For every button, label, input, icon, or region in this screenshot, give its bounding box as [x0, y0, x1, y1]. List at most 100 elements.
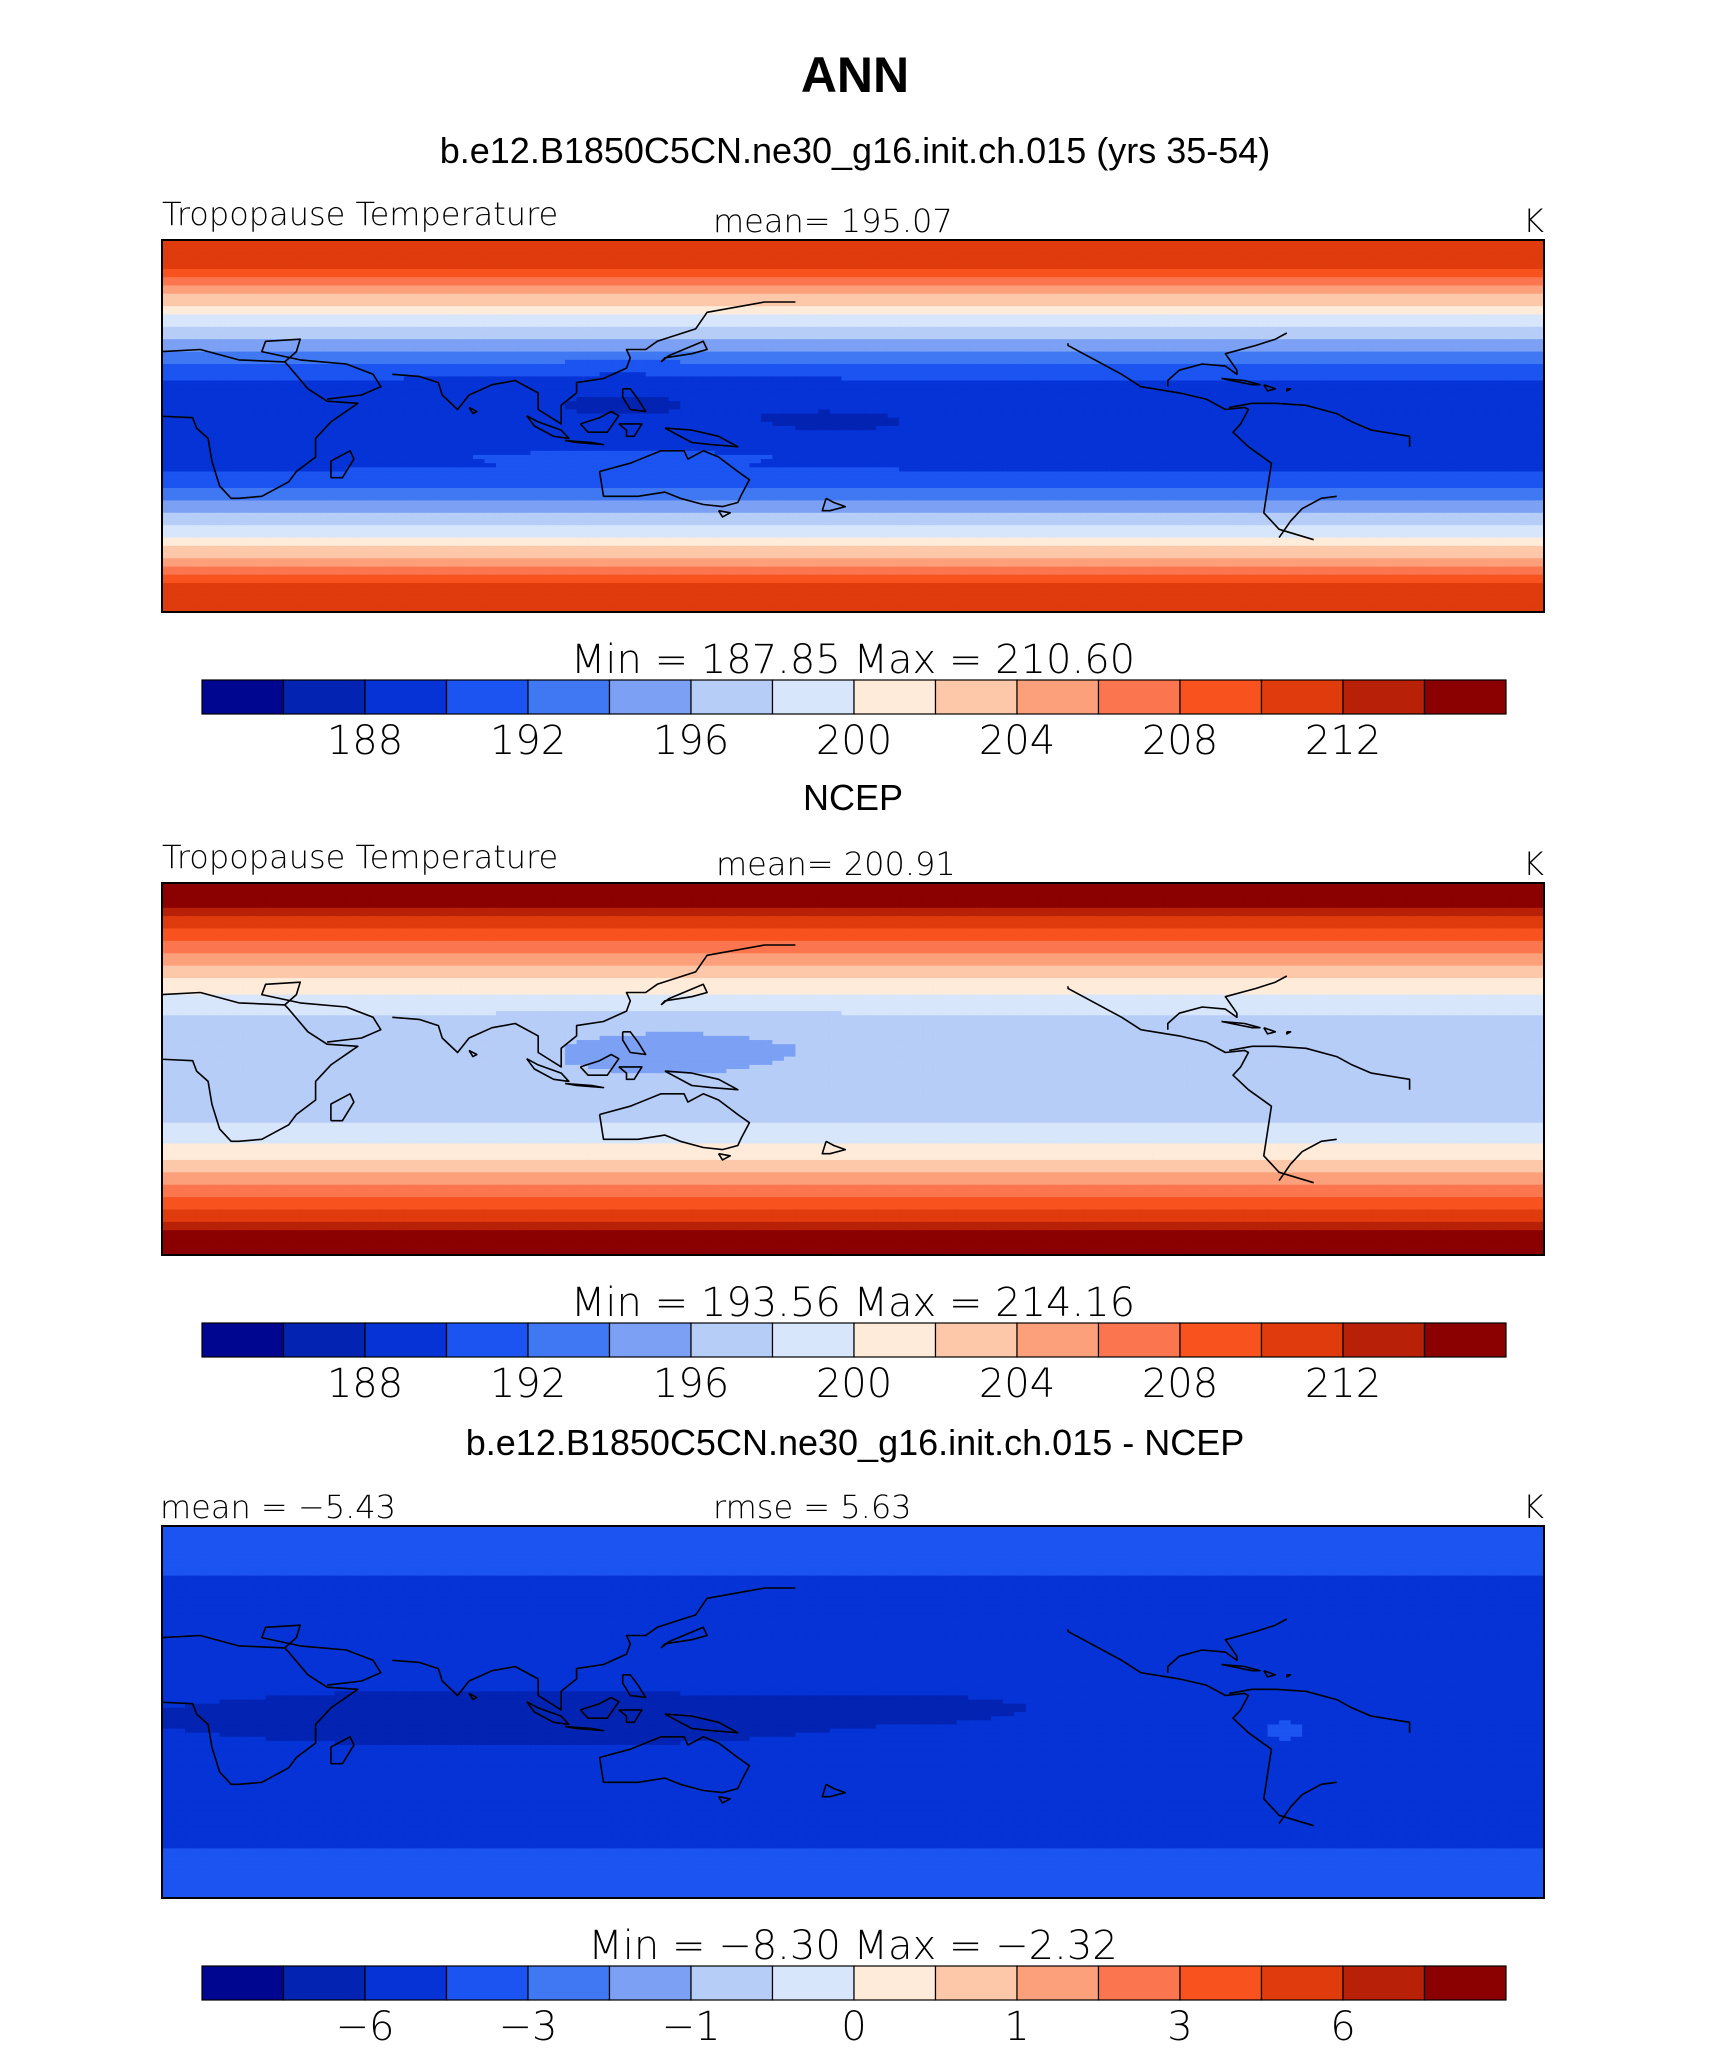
- field-cell: [657, 397, 670, 402]
- field-cell: [403, 335, 416, 340]
- field-cell: [357, 364, 370, 369]
- field-cell: [1106, 372, 1119, 377]
- field-cell: [380, 252, 393, 258]
- field-cell: [495, 256, 509, 262]
- field-cell: [1106, 268, 1119, 274]
- field-cell: [968, 384, 981, 390]
- field-cell: [1221, 293, 1234, 299]
- field-cell: [1336, 397, 1349, 402]
- field-cell: [231, 347, 244, 353]
- field-cell: [173, 318, 186, 324]
- field-cell: [484, 248, 497, 253]
- field-cell: [703, 293, 716, 299]
- field-cell: [369, 289, 382, 295]
- field-cell: [277, 343, 290, 349]
- field-cell: [945, 355, 958, 361]
- field-cell: [576, 330, 589, 336]
- field-cell: [634, 339, 647, 344]
- field-cell: [542, 260, 555, 266]
- field-cell: [1140, 380, 1154, 386]
- field-cell: [1186, 277, 1200, 282]
- field-cell: [530, 281, 543, 287]
- field-cell: [703, 281, 716, 287]
- field-cell: [1290, 289, 1303, 295]
- field-cell: [1083, 351, 1096, 357]
- field-cell: [899, 268, 912, 274]
- field-cell: [680, 252, 693, 258]
- field-cell: [818, 339, 831, 344]
- field-cell: [472, 314, 486, 320]
- field-cell: [714, 252, 727, 258]
- field-cell: [369, 372, 382, 377]
- field-cell: [726, 339, 739, 344]
- field-cell: [599, 277, 612, 282]
- field-cell: [1175, 273, 1188, 278]
- field-cell: [1071, 351, 1084, 357]
- field-cell: [1440, 268, 1453, 274]
- field-cell: [231, 281, 244, 287]
- field-cell: [657, 364, 670, 369]
- field-cell: [714, 264, 727, 270]
- field-cell: [737, 359, 750, 365]
- field-cell: [265, 318, 278, 324]
- field-cell: [703, 240, 716, 245]
- field-cell: [1348, 405, 1361, 411]
- field-cell: [185, 273, 198, 278]
- field-cell: [1037, 359, 1050, 365]
- field-cell: [1256, 339, 1269, 344]
- field-cell: [576, 380, 589, 386]
- field-cell: [1198, 380, 1211, 386]
- field-cell: [426, 260, 439, 266]
- field-cell: [507, 252, 520, 258]
- field-cell: [415, 326, 428, 332]
- field-cell: [864, 322, 877, 328]
- field-cell: [726, 347, 739, 353]
- field-cell: [714, 260, 727, 266]
- field-cell: [691, 248, 704, 253]
- field-cell: [691, 409, 704, 415]
- field-cell: [219, 302, 232, 307]
- field-cell: [173, 330, 186, 336]
- field-cell: [369, 252, 382, 258]
- field-cell: [1417, 277, 1430, 282]
- field-cell: [173, 260, 186, 266]
- field-cell: [1405, 405, 1418, 411]
- field-cell: [1083, 380, 1096, 386]
- field-cell: [945, 248, 958, 253]
- field-cell: [1520, 368, 1534, 373]
- field-cell: [1256, 256, 1269, 262]
- field-cell: [737, 392, 750, 398]
- field-cell: [1256, 302, 1269, 307]
- field-cell: [1451, 384, 1464, 390]
- field-cell: [749, 260, 762, 266]
- field-cell: [265, 384, 278, 390]
- field-cell: [806, 264, 820, 270]
- field-cell: [956, 376, 969, 382]
- field-cell: [576, 240, 589, 245]
- field-cell: [795, 388, 808, 394]
- field-cell: [1256, 306, 1269, 311]
- field-cell: [1233, 264, 1246, 270]
- field-cell: [933, 302, 946, 307]
- field-cell: [576, 244, 589, 249]
- field-cell: [1497, 405, 1511, 411]
- field-cell: [576, 306, 589, 311]
- field-cell: [1048, 264, 1061, 270]
- field-cell: [1382, 281, 1395, 287]
- field-cell: [265, 326, 278, 332]
- field-cell: [1071, 277, 1084, 282]
- field-cell: [1520, 355, 1534, 361]
- field-cell: [1451, 302, 1464, 307]
- field-cell: [1071, 306, 1084, 311]
- field-cell: [392, 310, 405, 315]
- field-cell: [691, 368, 704, 373]
- field-cell: [461, 293, 474, 299]
- field-cell: [806, 347, 820, 353]
- field-cell: [1037, 293, 1050, 299]
- field-cell: [162, 384, 175, 390]
- field-cell: [795, 268, 808, 274]
- field-cell: [300, 302, 313, 307]
- field-cell: [1532, 293, 1544, 299]
- field-cell: [829, 318, 843, 324]
- field-cell: [415, 318, 428, 324]
